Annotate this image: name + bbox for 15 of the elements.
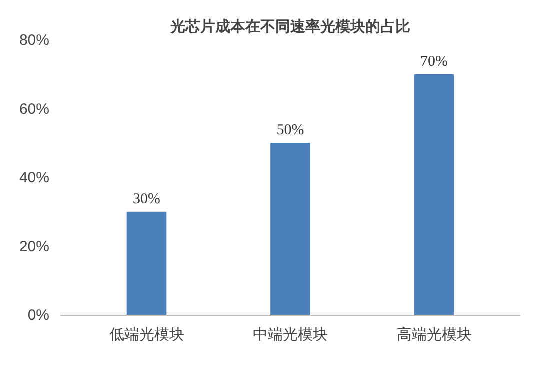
x-tick-label: 高端光模块 (396, 326, 472, 344)
bar (126, 212, 167, 316)
y-tick-label: 40% (19, 170, 50, 186)
data-label: 50% (276, 122, 304, 139)
y-tick-label: 20% (19, 238, 50, 256)
y-tick-label: 0% (28, 307, 50, 324)
data-label: 70% (420, 54, 448, 70)
bar (414, 74, 454, 316)
chart-title: 光芯片成本在不同速率光模块的占比 (170, 18, 410, 36)
y-tick-label: 60% (19, 100, 50, 118)
data-label: 30% (133, 191, 160, 208)
x-tick-label: 中端光模块 (253, 326, 328, 344)
bar (270, 143, 310, 316)
y-tick-label: 80% (19, 32, 50, 49)
x-tick-label: 低端光模块 (109, 326, 184, 344)
